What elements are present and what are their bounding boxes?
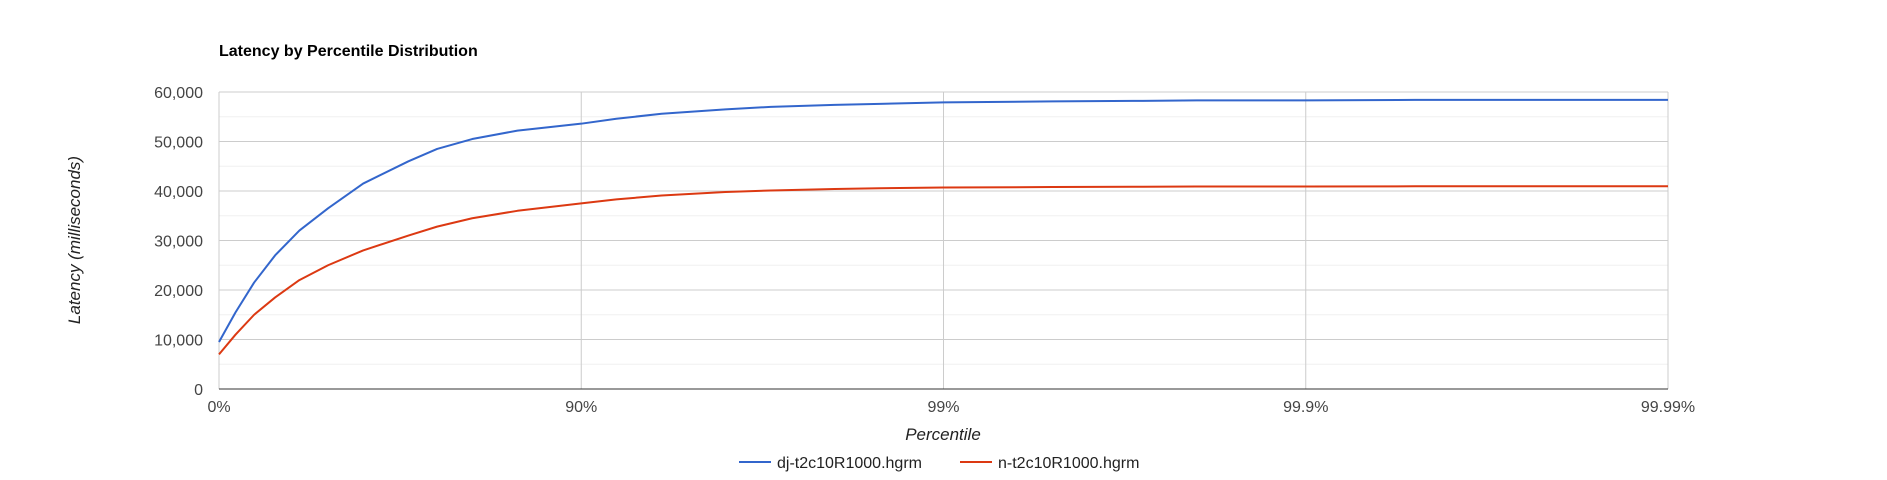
- x-tick-label: 99.99%: [1641, 399, 1695, 416]
- x-axis-title: Percentile: [905, 425, 981, 444]
- series-lines: [218, 98, 1668, 355]
- x-tick-label: 99%: [927, 399, 959, 416]
- chart-title: Latency by Percentile Distribution: [219, 43, 478, 60]
- legend: dj-t2c10R1000.hgrm n-t2c10R1000.hgrm: [739, 455, 1139, 472]
- y-tick-label: 30,000: [154, 234, 203, 251]
- series-line: [218, 185, 1668, 355]
- legend-label: n-t2c10R1000.hgrm: [998, 455, 1139, 472]
- grid: [218, 91, 1669, 389]
- series-line: [218, 98, 1668, 343]
- legend-label: dj-t2c10R1000.hgrm: [777, 455, 922, 472]
- x-tick-label: 0%: [207, 399, 230, 416]
- y-tick-label: 10,000: [154, 333, 203, 350]
- y-tick-label: 50,000: [154, 135, 203, 152]
- y-tick-label: 40,000: [154, 184, 203, 201]
- x-tick-label: 99.9%: [1283, 399, 1328, 416]
- y-tick-label: 0: [194, 382, 203, 399]
- y-axis-ticks: 0 10,000 20,000 30,000 40,000 50,000 60,000: [154, 85, 203, 399]
- y-axis-title: Latency (milliseconds): [65, 156, 84, 324]
- x-axis-ticks: 0% 90% 99% 99.9% 99.99%: [207, 399, 1695, 416]
- y-tick-label: 60,000: [154, 85, 203, 102]
- x-tick-label: 90%: [565, 399, 597, 416]
- y-tick-label: 20,000: [154, 283, 203, 300]
